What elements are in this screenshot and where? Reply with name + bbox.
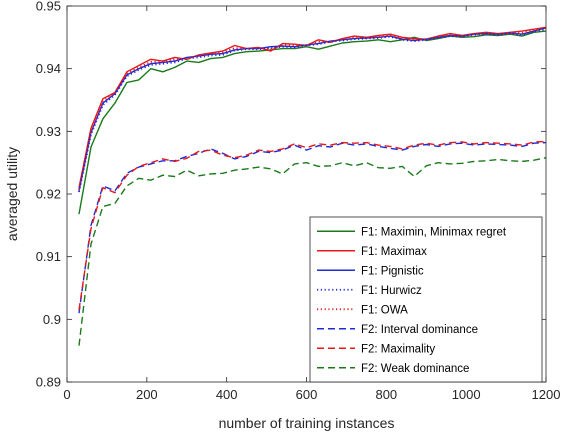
legend-label-4: F1: Hurwicz [361,285,422,297]
y-tick-label: 0.92 [36,187,61,202]
legend-label-8: F2: Weak dominance [361,363,469,375]
legend-label-3: F1: Pignistic [361,265,424,277]
x-tick-label: 600 [296,387,318,402]
x-axis-label: number of training instances [219,415,395,431]
y-tick-label: 0.89 [36,375,61,390]
legend-label-2: F1: Maximax [361,246,427,258]
series-line-6 [78,141,547,314]
y-tick-label: 0.95 [36,0,61,14]
x-tick-label: 400 [216,387,238,402]
legend-label-6: F2: Interval dominance [361,324,478,336]
legend-label-5: F1: OWA [361,304,408,316]
y-axis-label: averaged utility [4,147,20,241]
series-line-5 [78,27,547,190]
legend: F1: Maximin, Minimax regret F1: Maximax F1… [309,216,543,383]
x-tick-label: 200 [136,387,158,402]
x-tick-label: 800 [375,387,397,402]
series-line-1 [78,30,547,215]
y-tick-label: 0.94 [36,61,61,76]
y-tick-label: 0.91 [36,249,61,264]
x-tick-label: 1000 [452,387,481,402]
x-tick-label: 0 [63,387,70,402]
plot-area [78,26,547,346]
legend-label-1: F1: Maximin, Minimax regret [361,226,507,238]
series-line-4 [78,28,547,193]
y-tick-label: 0.93 [36,124,61,139]
y-tick-label: 0.9 [43,312,61,327]
series-line-7 [78,140,547,311]
legend-box [309,216,543,383]
legend-label-7: F2: Maximality [361,343,435,355]
x-tick-label: 1200 [532,387,561,402]
series-line-8 [78,157,547,346]
